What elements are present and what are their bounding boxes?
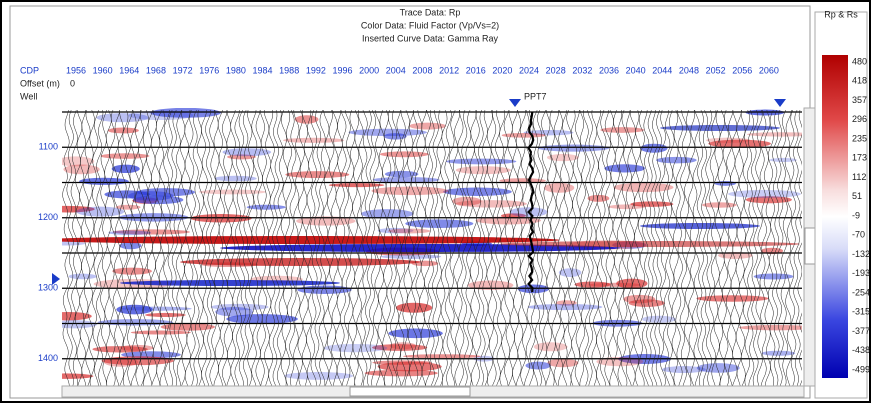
color-bar — [822, 55, 848, 378]
color-patch — [559, 268, 582, 277]
color-patch — [547, 359, 578, 368]
cdp-value: 1956 — [66, 65, 86, 75]
cdp-value: 2004 — [386, 65, 406, 75]
color-patch — [443, 188, 512, 197]
cdp-value: 2040 — [626, 65, 646, 75]
color-scale-label: -70 — [852, 230, 865, 240]
color-patch — [120, 345, 153, 351]
color-scale-label: -132 — [852, 249, 870, 259]
screenshot: Trace Data: Rp Color Data: Fluid Factor … — [0, 0, 871, 403]
well-label: Well — [20, 91, 37, 101]
color-scale-label: -9 — [852, 210, 860, 220]
color-patch — [575, 282, 611, 288]
cdp-value: 2044 — [652, 65, 672, 75]
color-scale-label: -254 — [852, 287, 870, 297]
color-scale-label: -377 — [852, 326, 870, 336]
cdp-value: 1984 — [253, 65, 273, 75]
color-patch — [112, 268, 152, 275]
color-scale-label: 418 — [852, 76, 867, 86]
seismic-section — [36, 108, 816, 386]
color-scale-label: -193 — [852, 268, 870, 278]
color-patch — [500, 241, 800, 247]
color-scale-label: 112 — [852, 172, 866, 182]
color-scale-label: 296 — [852, 114, 867, 124]
color-scale-label: -499 — [852, 364, 870, 374]
color-patch — [324, 344, 388, 352]
well-name: PPT7 — [524, 91, 547, 101]
color-patch — [349, 129, 427, 136]
color-patch — [120, 280, 340, 286]
scroll-thumb[interactable] — [350, 387, 470, 396]
cdp-value: 1996 — [332, 65, 352, 75]
cdp-value: 2000 — [359, 65, 379, 75]
color-patch — [544, 183, 574, 193]
depth-label: 1300 — [38, 282, 58, 292]
color-patch — [131, 330, 191, 334]
offset-value: 0 — [70, 78, 75, 88]
color-patch — [660, 125, 780, 131]
cdp-value: 2020 — [492, 65, 512, 75]
cdp-value: 2056 — [732, 65, 752, 75]
cdp-value: 2008 — [412, 65, 432, 75]
cdp-value: 1980 — [226, 65, 246, 75]
cdp-value: 2036 — [599, 65, 619, 75]
depth-label: 1400 — [38, 353, 58, 363]
header-line: Color Data: Fluid Factor (Vp/Vs=2) — [361, 20, 499, 30]
color-patch — [40, 236, 560, 244]
scroll-thumb[interactable] — [805, 228, 816, 264]
cdp-value: 2052 — [706, 65, 726, 75]
color-patch — [373, 177, 440, 183]
cdp-value: 1960 — [93, 65, 113, 75]
depth-label: 1200 — [38, 212, 58, 222]
cdp-value: 2016 — [466, 65, 486, 75]
color-patch — [604, 164, 645, 172]
color-scale-title: Rp & Rs — [824, 9, 858, 19]
cdp-label: CDP — [20, 65, 39, 75]
cdp-value: 2024 — [519, 65, 539, 75]
color-patch — [502, 133, 546, 138]
cdp-value: 2060 — [759, 65, 779, 75]
cdp-value: 1964 — [119, 65, 139, 75]
offset-label: Offset (m) — [20, 78, 60, 88]
color-scale-label: -438 — [852, 345, 870, 355]
color-patch — [283, 138, 344, 143]
color-patch — [297, 285, 352, 294]
color-patch — [145, 313, 186, 317]
header-line: Inserted Curve Data: Gamma Ray — [362, 33, 499, 43]
color-patch — [714, 181, 735, 186]
cdp-value: 2028 — [546, 65, 566, 75]
depth-label: 1100 — [39, 141, 58, 151]
header-line: Trace Data: Rp — [400, 7, 461, 17]
cdp-value: 2048 — [679, 65, 699, 75]
cdp-value: 1976 — [199, 65, 219, 75]
cdp-value: 1992 — [306, 65, 326, 75]
color-patch — [63, 165, 99, 175]
color-scale-label: 173 — [852, 153, 867, 163]
color-patch — [388, 329, 442, 339]
color-scale-label: 357 — [852, 95, 867, 105]
color-scale-label: 235 — [852, 133, 867, 143]
color-patch — [180, 258, 420, 266]
cdp-value: 1988 — [279, 65, 299, 75]
color-patch — [381, 254, 442, 259]
color-scale-label: 480 — [852, 56, 867, 66]
color-patch — [102, 356, 174, 365]
color-scale-label: -315 — [852, 307, 870, 317]
cdp-value: 2032 — [572, 65, 592, 75]
cdp-value: 1968 — [146, 65, 166, 75]
color-scale-label: 51 — [852, 191, 862, 201]
cdp-value: 1972 — [173, 65, 193, 75]
color-patch — [295, 115, 319, 123]
color-patch — [409, 123, 446, 130]
cdp-value: 2012 — [439, 65, 459, 75]
color-patch — [608, 204, 646, 209]
